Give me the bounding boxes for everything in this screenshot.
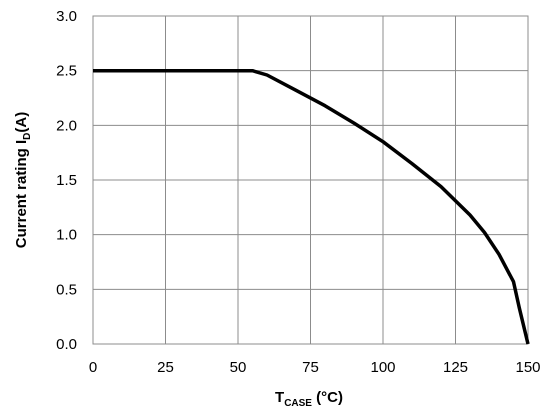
y-tick-label: 2.5 [56,63,77,80]
y-axis-title-sub: D [22,133,33,140]
series-layer [93,68,530,345]
x-tick-label: 125 [443,359,468,376]
x-tick-label: 50 [230,359,247,376]
x-tick-label: 25 [157,359,174,376]
x-tick-label: 75 [302,359,319,376]
y-tick-label: 0.0 [56,336,77,353]
x-tick-label: 150 [515,359,540,376]
y-tick-label: 1.0 [56,227,77,244]
y-axis-title-rest: (A) [13,112,30,133]
y-tick-label: 3.0 [56,8,77,25]
series-line [93,68,530,345]
y-tick-label: 2.0 [56,117,77,134]
y-tick-label: 0.5 [56,281,77,298]
y-tick-labels: 0.0 0.5 1.0 1.5 2.0 2.5 3.0 [56,8,77,353]
y-axis-title: Current rating ID(A) [13,112,33,248]
plot-border [92,15,529,345]
x-axis-title-main: T [275,389,284,406]
x-tick-labels: 0 25 50 75 100 125 150 [89,359,541,376]
x-axis-title: TCASE (°C) [275,389,343,409]
x-tick-label: 100 [370,359,395,376]
x-axis-title-rest: (°C) [312,389,343,406]
x-tick-label: 0 [89,359,97,376]
y-axis-title-main: Current rating I [13,140,30,248]
y-tick-label: 1.5 [56,172,77,189]
plot-frame [92,15,529,345]
x-axis-title-sub: CASE [284,398,312,409]
grid [92,15,529,345]
